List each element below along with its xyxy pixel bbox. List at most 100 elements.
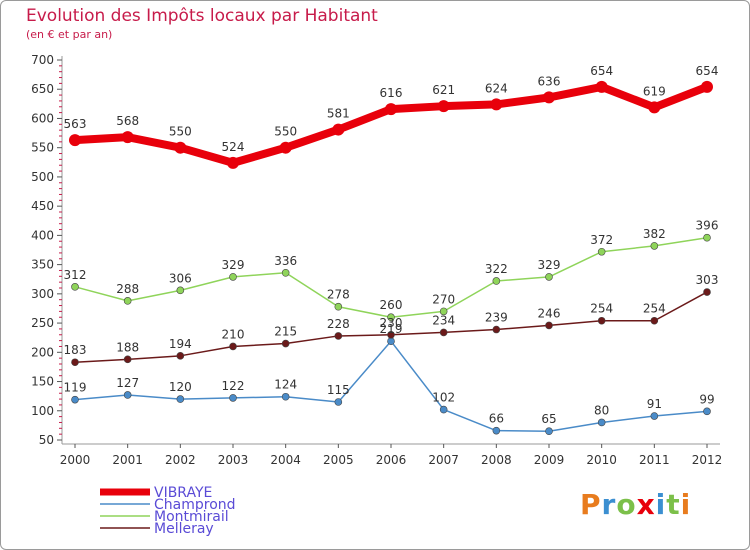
data-point [439,307,448,316]
data-label: 636 [538,74,561,88]
data-point [69,134,81,147]
legend-label: Champrond [154,497,236,513]
x-tick-label: 2005 [323,453,354,467]
data-point [595,80,608,93]
data-label: 624 [485,81,508,95]
x-tick-label: 2010 [586,453,617,467]
data-label: 524 [222,140,245,154]
y-tick-label: 350 [31,258,54,272]
x-tick-label: 2006 [376,453,407,467]
chart-title: Evolution des Impôts locaux par Habitant [26,6,378,26]
data-point [121,131,134,144]
data-point [492,325,501,334]
y-tick-label: 600 [31,111,54,125]
chart-subtitle: (en € et par an) [26,28,113,41]
data-point [387,330,395,339]
legend-label: Montmirail [154,509,229,525]
data-point [650,316,659,325]
data-point [703,233,711,242]
data-label: 254 [643,302,666,316]
data-label: 234 [432,313,455,327]
data-point [174,141,187,154]
y-tick-label: 100 [31,404,54,418]
data-point [176,352,185,360]
data-point [545,321,553,330]
data-label: 183 [64,343,87,357]
x-tick-label: 2000 [60,453,91,467]
data-label: 239 [485,311,508,325]
data-point [703,288,711,296]
data-point [281,339,290,348]
data-label: 303 [696,273,719,287]
y-tick-label: 400 [31,228,54,242]
data-point [490,98,503,111]
data-point [650,412,659,420]
data-label: 382 [643,227,666,241]
data-point [279,141,292,154]
data-label: 228 [327,317,350,331]
y-tick-label: 450 [31,199,54,213]
data-point [176,286,185,295]
data-point [597,247,606,256]
data-label: 115 [327,383,350,397]
data-label: 120 [169,380,192,394]
data-label: 91 [647,397,662,411]
x-tick-label: 2009 [534,453,565,467]
data-label: 550 [274,125,297,139]
data-point [597,316,606,325]
y-tick-label: 550 [31,141,54,155]
data-point [229,394,237,402]
data-label: 230 [380,316,403,330]
data-point [385,103,397,116]
data-point [387,313,395,322]
data-label: 568 [116,114,139,128]
y-tick-label: 700 [31,53,54,67]
legend-label: Melleray [154,521,214,537]
series-layer [69,80,713,436]
x-tick-label: 2008 [481,453,512,467]
data-label: 66 [489,412,504,426]
data-point [227,156,239,169]
data-label: 563 [64,117,87,131]
data-label: 329 [538,258,561,272]
data-point [492,426,501,435]
data-label: 621 [432,83,455,97]
y-tick-label: 650 [31,82,54,96]
data-point [123,391,132,399]
data-point [545,273,553,281]
y-tick-label: 250 [31,316,54,330]
legend-label: VIBRAYE [154,485,212,501]
data-point [334,398,343,406]
data-point [281,268,290,277]
y-tick-label: 200 [31,345,54,359]
data-point [123,297,132,305]
data-point [123,355,132,364]
x-tick-label: 2007 [428,453,459,467]
data-label: 581 [327,107,350,121]
data-label: 336 [274,254,297,268]
y-tick-label: 300 [31,287,54,301]
data-point [701,80,713,93]
x-tick-label: 2003 [218,453,249,467]
data-label: 306 [169,271,192,285]
data-label: 312 [64,268,87,282]
data-label: 65 [541,412,556,426]
data-label: 194 [169,337,192,351]
data-label: 124 [274,378,297,392]
x-tick-label: 2004 [270,453,301,467]
data-label: 288 [116,282,139,296]
data-label: 396 [696,219,719,233]
data-point [439,328,448,337]
data-point [281,392,290,401]
data-point [648,101,661,114]
data-point [492,277,501,285]
data-point [229,273,237,281]
data-label: 122 [222,379,245,393]
data-label: 329 [222,258,245,272]
data-point [71,358,79,367]
data-point [437,100,450,113]
y-tick-label: 150 [31,375,54,389]
axes: 50 100 150 200 250 300 350 400 450 500 550 600 650 70… [31,53,722,467]
